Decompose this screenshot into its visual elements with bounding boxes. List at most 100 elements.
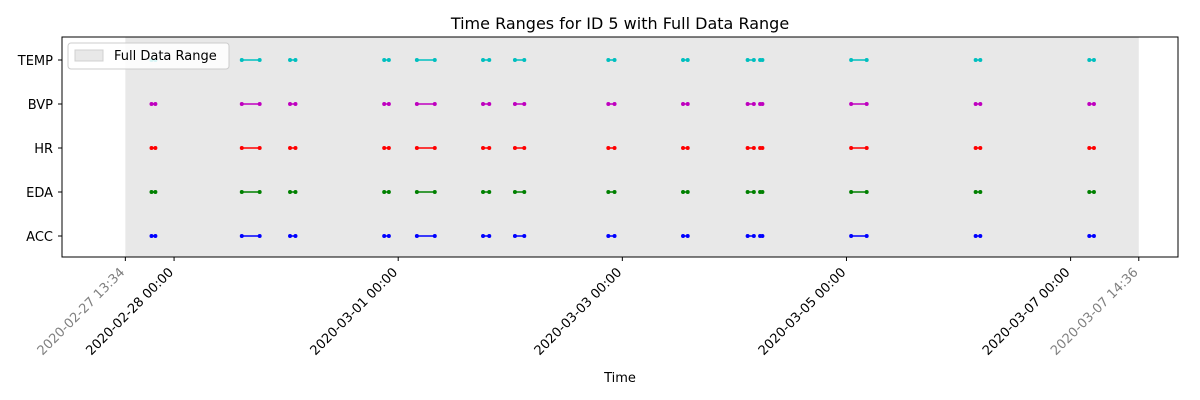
y-axis: ACC EDA HR BVP TEMP xyxy=(17,54,62,245)
chart-title: Time Ranges for ID 5 with Full Data Rang… xyxy=(450,14,789,33)
range-end-point xyxy=(864,190,869,194)
range-end-point xyxy=(153,146,158,150)
range-start-point xyxy=(849,190,854,194)
legend-box xyxy=(67,42,230,70)
y-tick-label: EDA xyxy=(26,186,53,201)
range-start-point xyxy=(288,58,293,62)
range-end-point xyxy=(432,146,437,150)
range-end-point xyxy=(257,146,262,150)
range-start-point xyxy=(481,102,486,106)
range-start-point xyxy=(481,190,486,194)
range-end-point xyxy=(751,234,756,238)
range-end-point xyxy=(1091,190,1096,194)
range-start-point xyxy=(382,58,387,62)
range-end-point xyxy=(386,146,391,150)
range-start-point xyxy=(288,146,293,150)
range-start-point xyxy=(745,146,750,150)
range-start-point xyxy=(414,190,419,194)
y-tick-label: BVP xyxy=(28,98,53,113)
range-start-point xyxy=(414,146,419,150)
range-end-point xyxy=(760,234,765,238)
range-start-point xyxy=(512,234,517,238)
range-end-point xyxy=(1091,58,1096,62)
range-start-point xyxy=(849,234,854,238)
range-end-point xyxy=(293,102,298,106)
range-start-point xyxy=(414,58,419,62)
range-end-point xyxy=(386,190,391,194)
range-start-point xyxy=(681,190,686,194)
range-start-point xyxy=(512,102,517,106)
full-data-range-shading xyxy=(125,37,1139,257)
range-start-point xyxy=(849,102,854,106)
range-end-point xyxy=(685,190,690,194)
range-end-point xyxy=(487,234,492,238)
range-start-point xyxy=(745,234,750,238)
range-end-point xyxy=(760,102,765,106)
range-start-point xyxy=(681,58,686,62)
x-tick-label: 2020-03-01 00:00 xyxy=(308,265,401,358)
range-end-point xyxy=(487,58,492,62)
series-bvp xyxy=(149,102,1096,106)
range-end-point xyxy=(685,234,690,238)
range-end-point xyxy=(612,146,617,150)
range-start-point xyxy=(606,58,611,62)
range-end-point xyxy=(522,190,527,194)
range-end-point xyxy=(685,102,690,106)
range-end-point xyxy=(751,58,756,62)
range-start-point xyxy=(512,58,517,62)
range-start-point xyxy=(1087,102,1092,106)
range-end-point xyxy=(522,234,527,238)
range-start-point xyxy=(606,102,611,106)
range-end-point xyxy=(257,190,262,194)
range-end-point xyxy=(978,190,983,194)
y-tick-label: HR xyxy=(34,142,53,157)
data-marks xyxy=(149,58,1096,238)
range-start-point xyxy=(288,234,293,238)
range-start-point xyxy=(1087,190,1092,194)
range-end-point xyxy=(760,190,765,194)
range-start-point xyxy=(849,146,854,150)
range-end-point xyxy=(257,102,262,106)
x-tick-label: 2020-02-28 00:00 xyxy=(83,265,176,358)
range-start-point xyxy=(382,102,387,106)
range-start-point xyxy=(973,190,978,194)
range-start-point xyxy=(973,58,978,62)
range-start-point xyxy=(481,146,486,150)
range-end-point xyxy=(978,102,983,106)
range-end-point xyxy=(153,190,158,194)
series-acc xyxy=(149,234,1096,238)
range-start-point xyxy=(414,102,419,106)
range-start-point xyxy=(149,190,154,194)
range-start-point xyxy=(512,190,517,194)
range-end-point xyxy=(432,58,437,62)
range-end-point xyxy=(1091,146,1096,150)
range-start-point xyxy=(382,190,387,194)
range-end-point xyxy=(978,234,983,238)
range-end-point xyxy=(432,190,437,194)
range-end-point xyxy=(612,190,617,194)
series-eda xyxy=(149,190,1096,194)
range-end-point xyxy=(293,58,298,62)
plot-frame xyxy=(61,36,1179,258)
range-end-point xyxy=(1091,102,1096,106)
range-start-point xyxy=(239,58,244,62)
range-end-point xyxy=(487,146,492,150)
range-end-point xyxy=(293,146,298,150)
x-axis: 2020-02-27 13:34 2020-03-07 14:362020-02-… xyxy=(35,257,1142,359)
range-start-point xyxy=(973,234,978,238)
range-end-point xyxy=(751,146,756,150)
range-end-point xyxy=(153,234,158,238)
x-tick-label: 2020-03-05 00:00 xyxy=(756,265,849,358)
range-end-point xyxy=(978,58,983,62)
range-end-point xyxy=(293,190,298,194)
range-start-point xyxy=(382,234,387,238)
legend-label: Full Data Range xyxy=(114,49,217,64)
range-start-point xyxy=(973,102,978,106)
range-start-point xyxy=(149,102,154,106)
range-start-point xyxy=(288,190,293,194)
legend-swatch xyxy=(74,49,104,62)
range-end-point xyxy=(612,234,617,238)
range-end-point xyxy=(1091,234,1096,238)
range-start-point xyxy=(1087,146,1092,150)
range-end-point xyxy=(685,146,690,150)
